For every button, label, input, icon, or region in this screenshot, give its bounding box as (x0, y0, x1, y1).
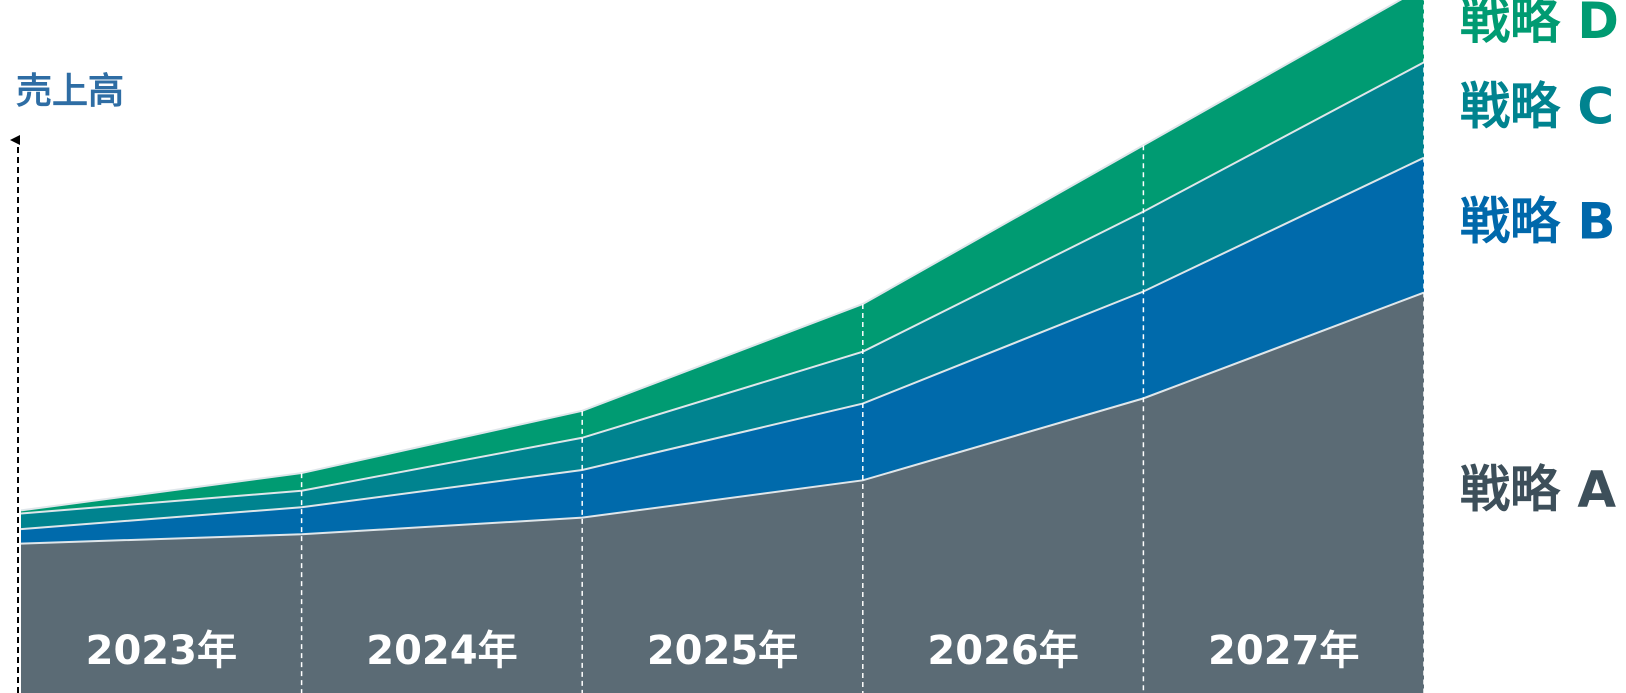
area-edge (20, 61, 1425, 515)
area (21, 62, 1424, 530)
legend-label: 戦略 C (1460, 77, 1614, 135)
area-edge (20, 156, 1425, 531)
x-tick-label: 2027年 (1208, 628, 1359, 674)
area-edge (20, 0, 1403, 512)
legend-label: 戦略 A (1460, 460, 1616, 518)
x-tick-label: 2025年 (647, 628, 798, 674)
x-tick-label: 2026年 (927, 628, 1078, 674)
area-edge (20, 291, 1425, 545)
legend-label: 戦略 B (1460, 193, 1616, 251)
x-tick-label: 2023年 (86, 628, 237, 674)
area (21, 292, 1424, 693)
area (21, 157, 1424, 544)
x-tick-label: 2024年 (366, 628, 517, 674)
y-axis-label: 売上高 (16, 71, 124, 112)
legend-label: 戦略 D (1460, 0, 1619, 50)
